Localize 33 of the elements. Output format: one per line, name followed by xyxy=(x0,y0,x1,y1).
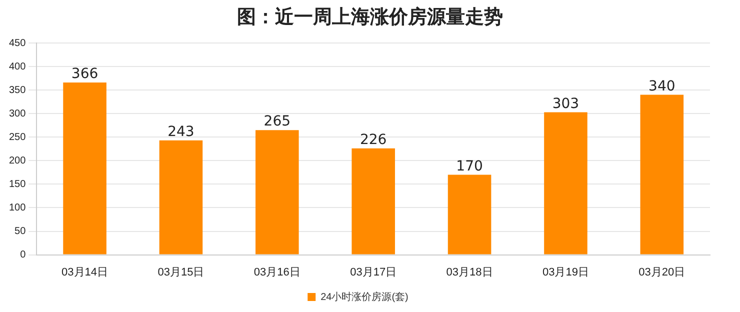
x-tick-label: 03月14日 xyxy=(62,266,108,278)
y-tick-label: 0 xyxy=(20,250,26,261)
x-tick-label: 03月20日 xyxy=(638,266,686,278)
y-tick-label: 350 xyxy=(8,84,26,96)
bar xyxy=(544,112,588,254)
legend-label: 24小时涨价房源(套) xyxy=(320,290,408,303)
x-tick-label: 03月17日 xyxy=(350,266,397,278)
y-tick-label: 150 xyxy=(8,178,26,190)
data-label: 366 xyxy=(71,66,98,82)
data-label: 340 xyxy=(648,78,676,94)
x-tick-label: 03月19日 xyxy=(542,266,589,278)
bar xyxy=(640,94,684,254)
y-tick-label: 450 xyxy=(8,38,26,49)
chart-title: 图：近一周上海涨价房源量走势 xyxy=(236,5,504,30)
data-label: 170 xyxy=(456,158,483,174)
bar xyxy=(63,82,106,254)
y-tick-label: 100 xyxy=(8,202,26,214)
y-tick-label: 250 xyxy=(8,132,26,143)
data-label: 265 xyxy=(264,114,291,130)
bar xyxy=(352,148,395,254)
data-label: 303 xyxy=(552,96,580,112)
x-tick-label: 03月15日 xyxy=(158,266,204,278)
data-label: 243 xyxy=(168,124,194,140)
y-tick-label: 200 xyxy=(8,155,26,166)
x-tick-label: 03月18日 xyxy=(446,266,493,278)
bar xyxy=(256,130,299,254)
bar xyxy=(448,174,492,254)
data-label: 226 xyxy=(360,132,387,148)
x-tick-label: 03月16日 xyxy=(254,266,300,278)
y-tick-label: 50 xyxy=(14,226,26,238)
y-tick-label: 300 xyxy=(8,108,26,120)
y-tick-label: 400 xyxy=(8,61,26,72)
bar xyxy=(159,140,203,254)
